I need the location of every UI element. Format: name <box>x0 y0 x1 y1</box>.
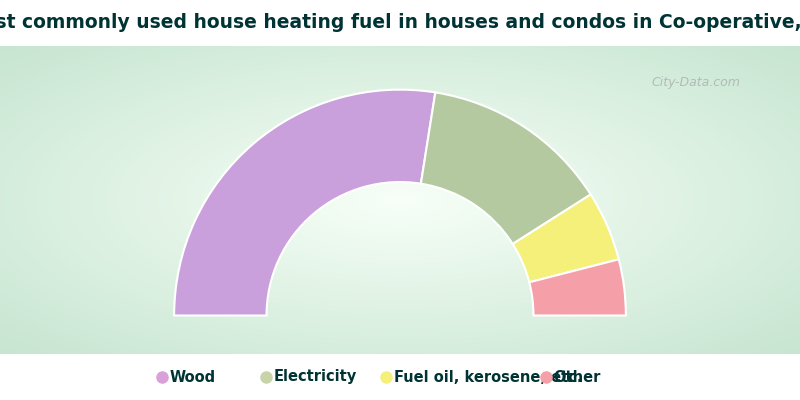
Wedge shape <box>530 259 626 316</box>
Text: Electricity: Electricity <box>274 370 357 384</box>
Text: Fuel oil, kerosene, etc.: Fuel oil, kerosene, etc. <box>394 370 582 384</box>
Wedge shape <box>513 194 618 282</box>
Text: Most commonly used house heating fuel in houses and condos in Co-operative, KY: Most commonly used house heating fuel in… <box>0 14 800 32</box>
Text: Wood: Wood <box>170 370 216 384</box>
Text: City-Data.com: City-Data.com <box>651 76 741 90</box>
Wedge shape <box>421 92 590 244</box>
Text: Other: Other <box>554 370 601 384</box>
Wedge shape <box>174 90 435 316</box>
